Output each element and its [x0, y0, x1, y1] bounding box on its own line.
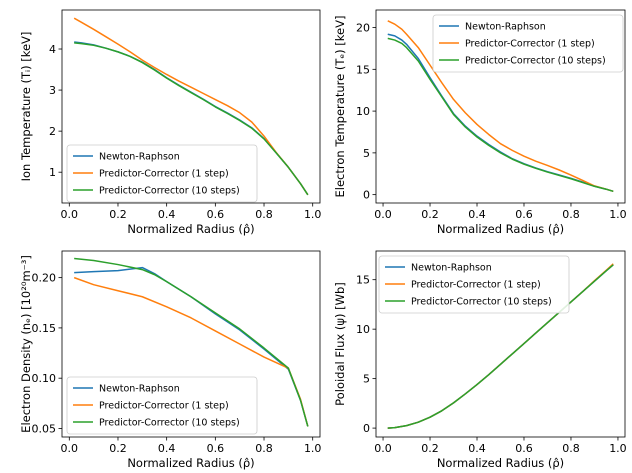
x-tick-label: 1.0 — [609, 442, 627, 455]
axes-frame — [375, 9, 626, 204]
y-tick-label: 10 — [356, 105, 370, 118]
x-tick-label: 0.4 — [468, 208, 486, 221]
legend-box — [66, 144, 258, 203]
legend-label: Predictor-Corrector (1 step) — [411, 280, 541, 291]
y-tick-label: 0.15 — [32, 322, 57, 335]
legend: Newton-Raphson Predictor-Corrector (1 ste… — [378, 255, 570, 314]
y-tick-label: 0.20 — [32, 272, 57, 285]
y-tick-label: 15 — [356, 274, 370, 287]
x-tick-label: 0.0 — [61, 442, 79, 455]
y-tick-label: 3 — [49, 84, 56, 97]
legend-label: Predictor-Corrector (10 steps) — [465, 56, 606, 67]
axes-frame — [61, 250, 321, 438]
x-tick-label: 0.2 — [421, 442, 439, 455]
y-tick-label: 0 — [363, 189, 370, 202]
series-line-3 — [74, 257, 309, 427]
x-tick-label: 0.6 — [207, 442, 225, 455]
subplot-3: 0.0 0.2 0.4 0.6 0.8 1.0 0.05 0.10 0.15 0.20 Normal… — [19, 250, 322, 470]
x-tick-label: 0.4 — [158, 442, 176, 455]
subplot-1: 0.0 0.2 0.4 0.6 0.8 1.0 1 2 3 4 Normalized Radius … — [19, 9, 322, 236]
x-tick-label: 0.8 — [562, 442, 580, 455]
y-tick-label: 0.05 — [32, 422, 57, 435]
legend-label: Predictor-Corrector (10 steps) — [411, 297, 552, 308]
x-tick-label: 0.6 — [515, 208, 533, 221]
y-tick-label: 5 — [363, 147, 370, 160]
x-axis-label: Normalized Radius (ρ̂) — [437, 222, 564, 236]
y-tick-label: 10 — [356, 323, 370, 336]
legend-label: Newton-Raphson — [99, 152, 180, 163]
series-line-3 — [74, 42, 309, 196]
legend-box — [66, 376, 258, 435]
y-tick-label: 5 — [363, 373, 370, 386]
legend-label: Predictor-Corrector (10 steps) — [99, 186, 240, 197]
legend-box — [378, 255, 570, 314]
series-line-2 — [387, 20, 614, 193]
legend: Newton-Raphson Predictor-Corrector (1 ste… — [432, 14, 624, 73]
axes-frame — [375, 250, 626, 438]
subplot-4: 0.0 0.2 0.4 0.6 0.8 1.0 0 5 10 15 Normalized Radiu… — [333, 250, 627, 470]
subplot-2: 0.0 0.2 0.4 0.6 0.8 1.0 0 5 10 15 20 Normalized Rad… — [333, 9, 627, 236]
legend-label: Predictor-Corrector (1 step) — [465, 39, 595, 50]
legend: Newton-Raphson Predictor-Corrector (1 ste… — [66, 376, 258, 435]
x-tick-label: 1.0 — [304, 208, 322, 221]
x-tick-label: 0.8 — [255, 208, 273, 221]
legend-label: Predictor-Corrector (1 step) — [99, 169, 229, 180]
legend-label: Newton-Raphson — [465, 22, 546, 33]
x-tick-label: 0.2 — [421, 208, 439, 221]
x-axis-label: Normalized Radius (ρ̂) — [127, 222, 254, 236]
x-axis-label: Normalized Radius (ρ̂) — [127, 456, 254, 470]
series-line-3 — [387, 37, 614, 193]
series-line-2 — [73, 17, 309, 196]
series-line-3 — [387, 264, 614, 429]
y-tick-label: 1 — [49, 166, 56, 179]
x-tick-label: 0.4 — [158, 208, 176, 221]
y-axis-label: Poloidal Flux (ψ) [Wb] — [333, 282, 347, 406]
x-tick-label: 1.0 — [304, 442, 322, 455]
y-axis-label: Ion Temperature (Tᵢ) [keV] — [19, 32, 33, 182]
legend-box — [432, 14, 624, 73]
x-tick-label: 0.0 — [61, 208, 79, 221]
y-tick-label: 20 — [356, 22, 370, 35]
x-tick-label: 0.8 — [562, 208, 580, 221]
y-tick-label: 4 — [49, 43, 56, 56]
x-tick-label: 0.6 — [515, 442, 533, 455]
x-tick-label: 0.4 — [468, 442, 486, 455]
x-tick-label: 0.6 — [207, 208, 225, 221]
y-axis-label: Electron Temperature (Tₑ) [keV] — [333, 16, 347, 198]
legend-label: Newton-Raphson — [411, 263, 492, 274]
legend: Newton-Raphson Predictor-Corrector (1 ste… — [66, 144, 258, 203]
y-axis-label: Electron Density (nₑ) [10²⁰m⁻³] — [19, 255, 33, 433]
x-tick-label: 1.0 — [609, 208, 627, 221]
axes-frame — [61, 9, 321, 204]
legend-label: Predictor-Corrector (10 steps) — [99, 418, 240, 429]
y-tick-label: 2 — [49, 125, 56, 138]
legend-label: Newton-Raphson — [99, 384, 180, 395]
y-tick-label: 15 — [356, 63, 370, 76]
y-tick-label: 0 — [363, 422, 370, 435]
legend-label: Predictor-Corrector (1 step) — [99, 401, 229, 412]
x-tick-label: 0.8 — [255, 442, 273, 455]
x-tick-label: 0.0 — [374, 208, 392, 221]
y-tick-label: 0.10 — [32, 372, 57, 385]
x-tick-label: 0.0 — [374, 442, 392, 455]
x-axis-label: Normalized Radius (ρ̂) — [437, 456, 564, 470]
x-tick-label: 0.2 — [109, 442, 127, 455]
x-tick-label: 0.2 — [109, 208, 127, 221]
